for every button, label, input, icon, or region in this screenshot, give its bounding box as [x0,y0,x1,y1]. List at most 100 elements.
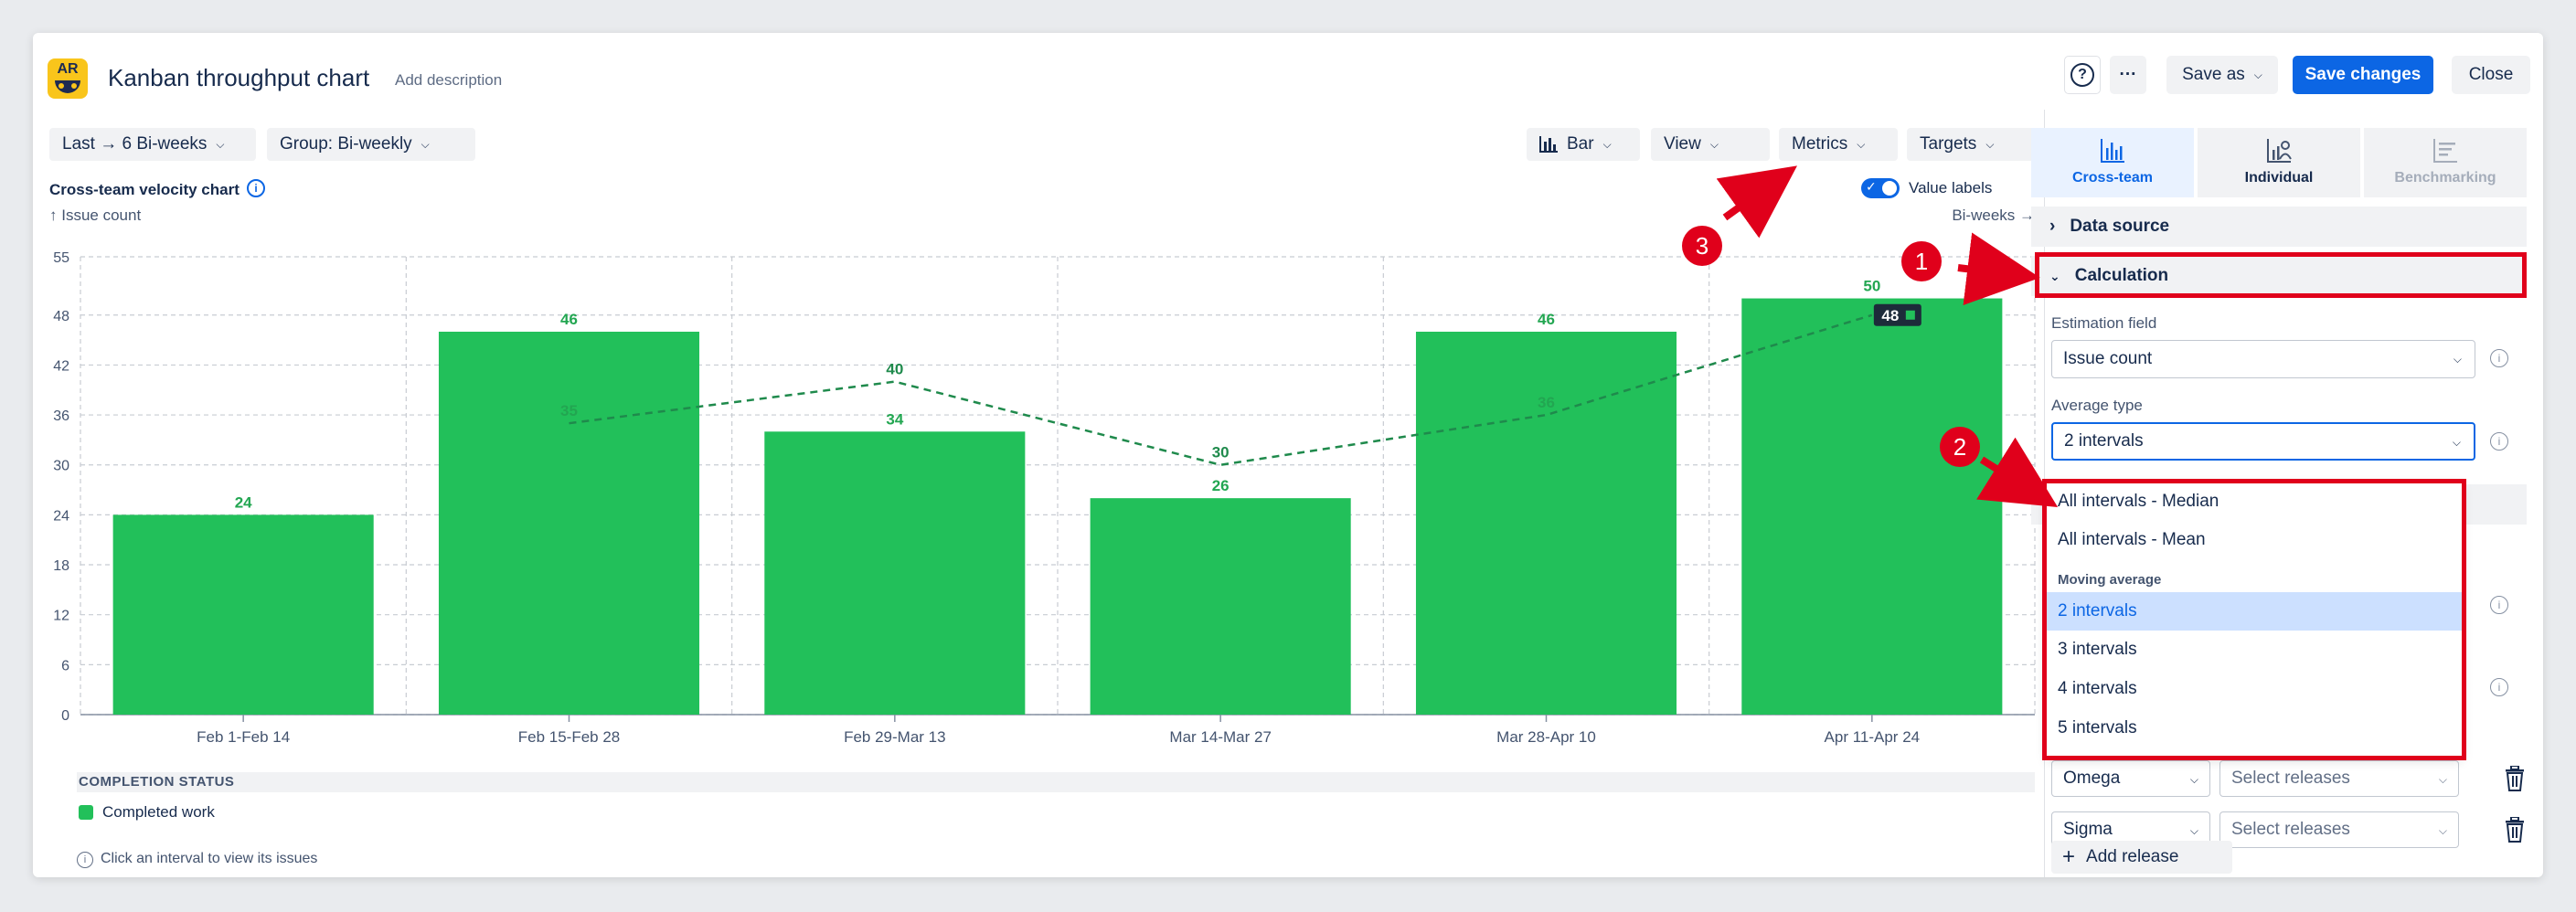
estimation-field-label: Estimation field [2051,314,2157,332]
dropdown-option-mean[interactable]: All intervals - Mean [2058,530,2206,549]
tab-individual-label: Individual [2244,170,2314,186]
y-tick-label: 55 [53,250,69,266]
team-select-value: Sigma [2063,820,2113,839]
bar[interactable] [1741,298,2003,715]
trash-icon[interactable] [2505,766,2525,791]
chevron-down-icon: ⌵ [216,137,225,151]
add-description-link[interactable]: Add description [395,71,503,89]
legend-heading: COMPLETION STATUS [79,774,235,790]
dropdown-option-3-intervals[interactable]: 3 intervals [2058,640,2137,659]
chevron-down-icon: ⌵ [2452,436,2461,449]
bar-value-label: 50 [1863,278,1880,295]
save-changes-button[interactable]: Save changes [2293,56,2433,94]
chevron-down-icon: ⌵ [2438,773,2447,786]
view-button[interactable]: View ⌵ [1651,128,1770,161]
info-icon: i [77,852,93,868]
chevron-down-icon: ⌵ [2189,773,2198,786]
chevron-down-icon: ⌵ [420,137,430,151]
y-tick-label: 48 [53,309,69,324]
info-icon[interactable]: i [2490,596,2508,614]
release-select-omega[interactable]: Select releases ⌵ [2219,760,2459,797]
x-tick-label: Feb 29-Mar 13 [844,728,946,746]
y-tick-label: 0 [61,708,69,724]
bar-value-label: 34 [886,410,903,428]
trash-icon[interactable] [2505,817,2525,843]
moving-average-label: 30 [1212,444,1229,461]
x-tick-label: Feb 1-Feb 14 [197,728,290,746]
chevron-down-icon: ⌵ [1709,137,1719,151]
y-axis-label: ↑ Issue count [49,207,142,224]
team-select-omega[interactable]: Omega ⌵ [2051,760,2210,797]
info-icon[interactable]: i [247,179,265,197]
calculation-section[interactable]: ⌄ Calculation [2031,256,2527,296]
estimation-field-select[interactable]: Issue count ⌵ [2051,340,2475,378]
bar[interactable] [764,431,1026,715]
moving-average-label: 40 [886,361,903,378]
metrics-button[interactable]: Metrics ⌵ [1779,128,1898,161]
close-button[interactable]: Close [2452,56,2530,94]
x-tick-label: Apr 11-Apr 24 [1825,728,1921,746]
info-icon[interactable]: i [2490,349,2508,367]
dropdown-option-2-intervals[interactable]: 2 intervals [2047,592,2462,631]
y-tick-label: 18 [53,558,69,574]
y-tick-label: 6 [61,658,69,673]
tab-benchmarking-label: Benchmarking [2394,170,2496,186]
bar[interactable] [1090,498,1351,715]
y-tick-label: 36 [53,408,69,424]
add-release-button[interactable]: + Add release [2051,841,2232,874]
chevron-down-icon: ⌵ [2189,824,2198,837]
y-tick-label: 42 [53,358,69,374]
release-select-placeholder: Select releases [2231,769,2350,788]
x-axis-label: Bi-weeks → [1952,207,2035,224]
dropdown-option-5-intervals[interactable]: 5 intervals [2058,718,2137,737]
data-source-section[interactable]: › Data source [2031,207,2527,247]
view-label: View [1664,134,1701,154]
dropdown-option-median[interactable]: All intervals - Median [2058,492,2219,511]
tab-cross-team-label: Cross-team [2071,170,2154,186]
bar-value-label: 46 [1538,311,1555,328]
range-button[interactable]: Last → 6 Bi-weeks ⌵ [49,128,256,161]
y-tick-label: 30 [53,459,69,474]
chart-type-button[interactable]: Bar ⌵ [1527,128,1640,161]
dropdown-option-4-intervals[interactable]: 4 intervals [2058,679,2137,698]
more-button[interactable]: ··· [2110,56,2146,94]
bar[interactable] [112,514,374,715]
tab-benchmarking: Benchmarking [2364,128,2527,197]
bar[interactable] [1415,331,1677,715]
save-as-button[interactable]: Save as ⌵ [2166,56,2278,94]
bar-chart-icon [2101,139,2124,163]
average-type-dropdown: All intervals - Median All intervals - M… [2047,483,2462,757]
bar-value-label: 46 [560,311,578,328]
average-type-select[interactable]: 2 intervals ⌵ [2051,422,2475,461]
average-type-value: 2 intervals [2064,431,2144,451]
info-icon[interactable]: i [2490,432,2508,451]
add-release-label: Add release [2086,847,2179,866]
value-labels-label: Value labels [1909,179,1993,196]
value-labels-toggle[interactable]: ✓ [1861,178,1900,198]
calculation-label: Calculation [2074,266,2169,285]
info-icon[interactable]: i [2490,678,2508,696]
x-tick-label: Feb 15-Feb 28 [518,728,621,746]
hint-text: Click an interval to view its issues [101,851,318,866]
moving-average-line [569,313,1873,467]
legend-item-completed[interactable]: Completed work [102,803,215,821]
team-select-value: Omega [2063,769,2121,788]
y-tick-label: 24 [53,508,69,524]
chevron-down-icon: ⌄ [2049,268,2060,283]
chevron-right-icon: › [2049,217,2056,236]
legend-swatch [79,805,93,820]
bar-chart-icon [1539,136,1558,153]
targets-button[interactable]: Targets ⌵ [1907,128,2035,161]
chevron-down-icon: ⌵ [2453,353,2462,366]
bar[interactable] [438,331,700,715]
tab-individual[interactable]: Individual [2198,128,2360,197]
tab-cross-team[interactable]: Cross-team [2031,128,2194,197]
release-select-sigma[interactable]: Select releases ⌵ [2219,811,2459,848]
group-button[interactable]: Group: Bi-weekly ⌵ [267,128,475,161]
x-tick-label: Mar 28-Apr 10 [1496,728,1596,746]
person-chart-icon [2267,139,2292,163]
help-button[interactable]: ? [2064,56,2101,94]
annotation-marker-1: 1 [1901,241,1942,281]
release-select-placeholder: Select releases [2231,820,2350,839]
range-label: Last → 6 Bi-weeks [62,134,208,154]
